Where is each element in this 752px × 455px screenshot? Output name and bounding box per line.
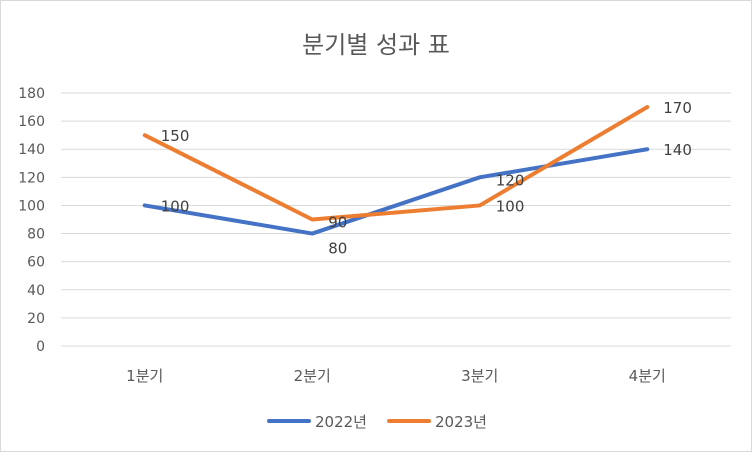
data-label: 90 bbox=[328, 214, 347, 232]
y-axis: 0 20 40 60 80 100 120 140 160 180 bbox=[18, 86, 45, 355]
data-label: 80 bbox=[328, 240, 347, 258]
x-tick-label: 2분기 bbox=[294, 367, 331, 385]
series-line-1 bbox=[142, 147, 650, 236]
y-tick-label: 120 bbox=[18, 170, 45, 186]
y-tick-label: 20 bbox=[27, 311, 45, 327]
x-tick-label: 1분기 bbox=[126, 367, 163, 385]
data-label: 120 bbox=[496, 171, 525, 189]
y-tick-label: 80 bbox=[27, 227, 45, 243]
series-line-2 bbox=[142, 105, 650, 222]
data-label: 150 bbox=[161, 127, 190, 145]
y-tick-label: 160 bbox=[18, 114, 45, 130]
y-tick-label: 100 bbox=[18, 198, 45, 214]
series-group bbox=[142, 105, 650, 236]
data-labels: 100 80 120 140 150 90 100 170 bbox=[161, 99, 692, 257]
x-tick-label: 4분기 bbox=[629, 367, 666, 385]
legend-label: 2022년 bbox=[315, 413, 367, 431]
data-label: 100 bbox=[496, 197, 525, 215]
y-tick-label: 140 bbox=[18, 142, 45, 158]
data-label: 100 bbox=[161, 197, 190, 215]
x-axis: 1분기 2분기 3분기 4분기 bbox=[126, 367, 666, 385]
legend: 2022년 2023년 bbox=[267, 413, 487, 431]
y-tick-label: 0 bbox=[36, 339, 45, 355]
data-label: 140 bbox=[663, 141, 692, 159]
data-label: 170 bbox=[663, 99, 692, 117]
chart-title: 분기별 성과 표 bbox=[302, 31, 450, 59]
y-tick-label: 60 bbox=[27, 255, 45, 271]
legend-label: 2023년 bbox=[435, 413, 487, 431]
y-tick-label: 180 bbox=[18, 86, 45, 102]
x-tick-label: 3분기 bbox=[461, 367, 498, 385]
y-tick-label: 40 bbox=[27, 283, 45, 299]
